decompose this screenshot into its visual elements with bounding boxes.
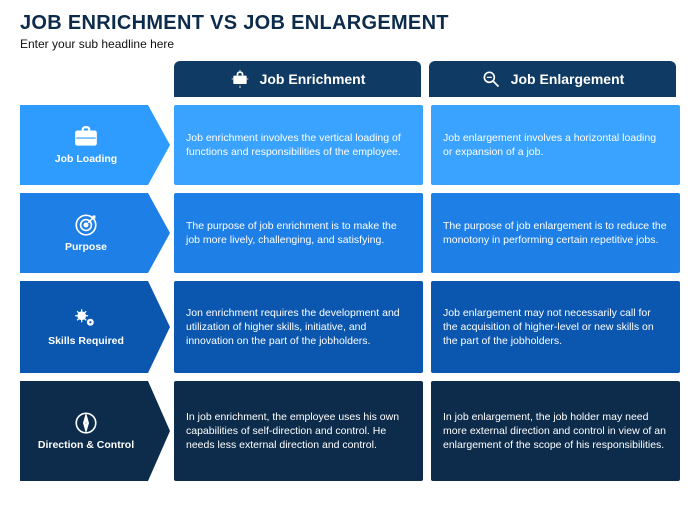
comparison-grid: Job Enrichment Job Enlargement Job Loadi… xyxy=(0,61,700,491)
compass-icon xyxy=(73,410,99,436)
row-label-2: Skills Required xyxy=(20,281,170,373)
gears-icon xyxy=(73,306,99,332)
grid-rows: Job Loading Job enrichment involves the … xyxy=(20,105,680,481)
column-headers: Job Enrichment Job Enlargement xyxy=(170,61,680,97)
target-icon xyxy=(73,212,99,238)
row-label-text: Purpose xyxy=(65,242,107,254)
row-label-text: Direction & Control xyxy=(38,440,134,452)
column-header-label: Job Enrichment xyxy=(260,71,366,87)
cell-1-0: The purpose of job enrichment is to make… xyxy=(174,193,423,273)
column-header-0: Job Enrichment xyxy=(174,61,421,97)
column-header-label: Job Enlargement xyxy=(511,71,625,87)
row-label-text: Skills Required xyxy=(48,336,124,348)
cell-3-0: In job enrichment, the employee uses his… xyxy=(174,381,423,481)
row-label-text: Job Loading xyxy=(55,154,117,166)
cell-1-1: The purpose of job enlargement is to red… xyxy=(431,193,680,273)
page-title: JOB ENRICHMENT VS JOB ENLARGEMENT xyxy=(0,0,700,37)
grid-row-2: Skills Required Jon enrichment requires … xyxy=(20,281,680,373)
grid-row-1: Purpose The purpose of job enrichment is… xyxy=(20,193,680,273)
page-subtitle: Enter your sub headline here xyxy=(0,37,700,61)
grid-row-3: Direction & Control In job enrichment, t… xyxy=(20,381,680,481)
cell-0-0: Job enrichment involves the vertical loa… xyxy=(174,105,423,185)
row-label-3: Direction & Control xyxy=(20,381,170,481)
row-cells-3: In job enrichment, the employee uses his… xyxy=(174,381,680,481)
row-label-0: Job Loading xyxy=(20,105,170,185)
cell-3-1: In job enlargement, the job holder may n… xyxy=(431,381,680,481)
cell-2-1: Job enlargement may not necessarily call… xyxy=(431,281,680,373)
row-cells-1: The purpose of job enrichment is to make… xyxy=(174,193,680,273)
row-cells-2: Jon enrichment requires the development … xyxy=(174,281,680,373)
grid-row-0: Job Loading Job enrichment involves the … xyxy=(20,105,680,185)
row-label-1: Purpose xyxy=(20,193,170,273)
cell-2-0: Jon enrichment requires the development … xyxy=(174,281,423,373)
row-cells-0: Job enrichment involves the vertical loa… xyxy=(174,105,680,185)
column-header-1: Job Enlargement xyxy=(429,61,676,97)
briefcase-badge-icon xyxy=(230,69,250,89)
cell-0-1: Job enlargement involves a horizontal lo… xyxy=(431,105,680,185)
briefcase-icon xyxy=(73,124,99,150)
search-icon xyxy=(481,69,501,89)
